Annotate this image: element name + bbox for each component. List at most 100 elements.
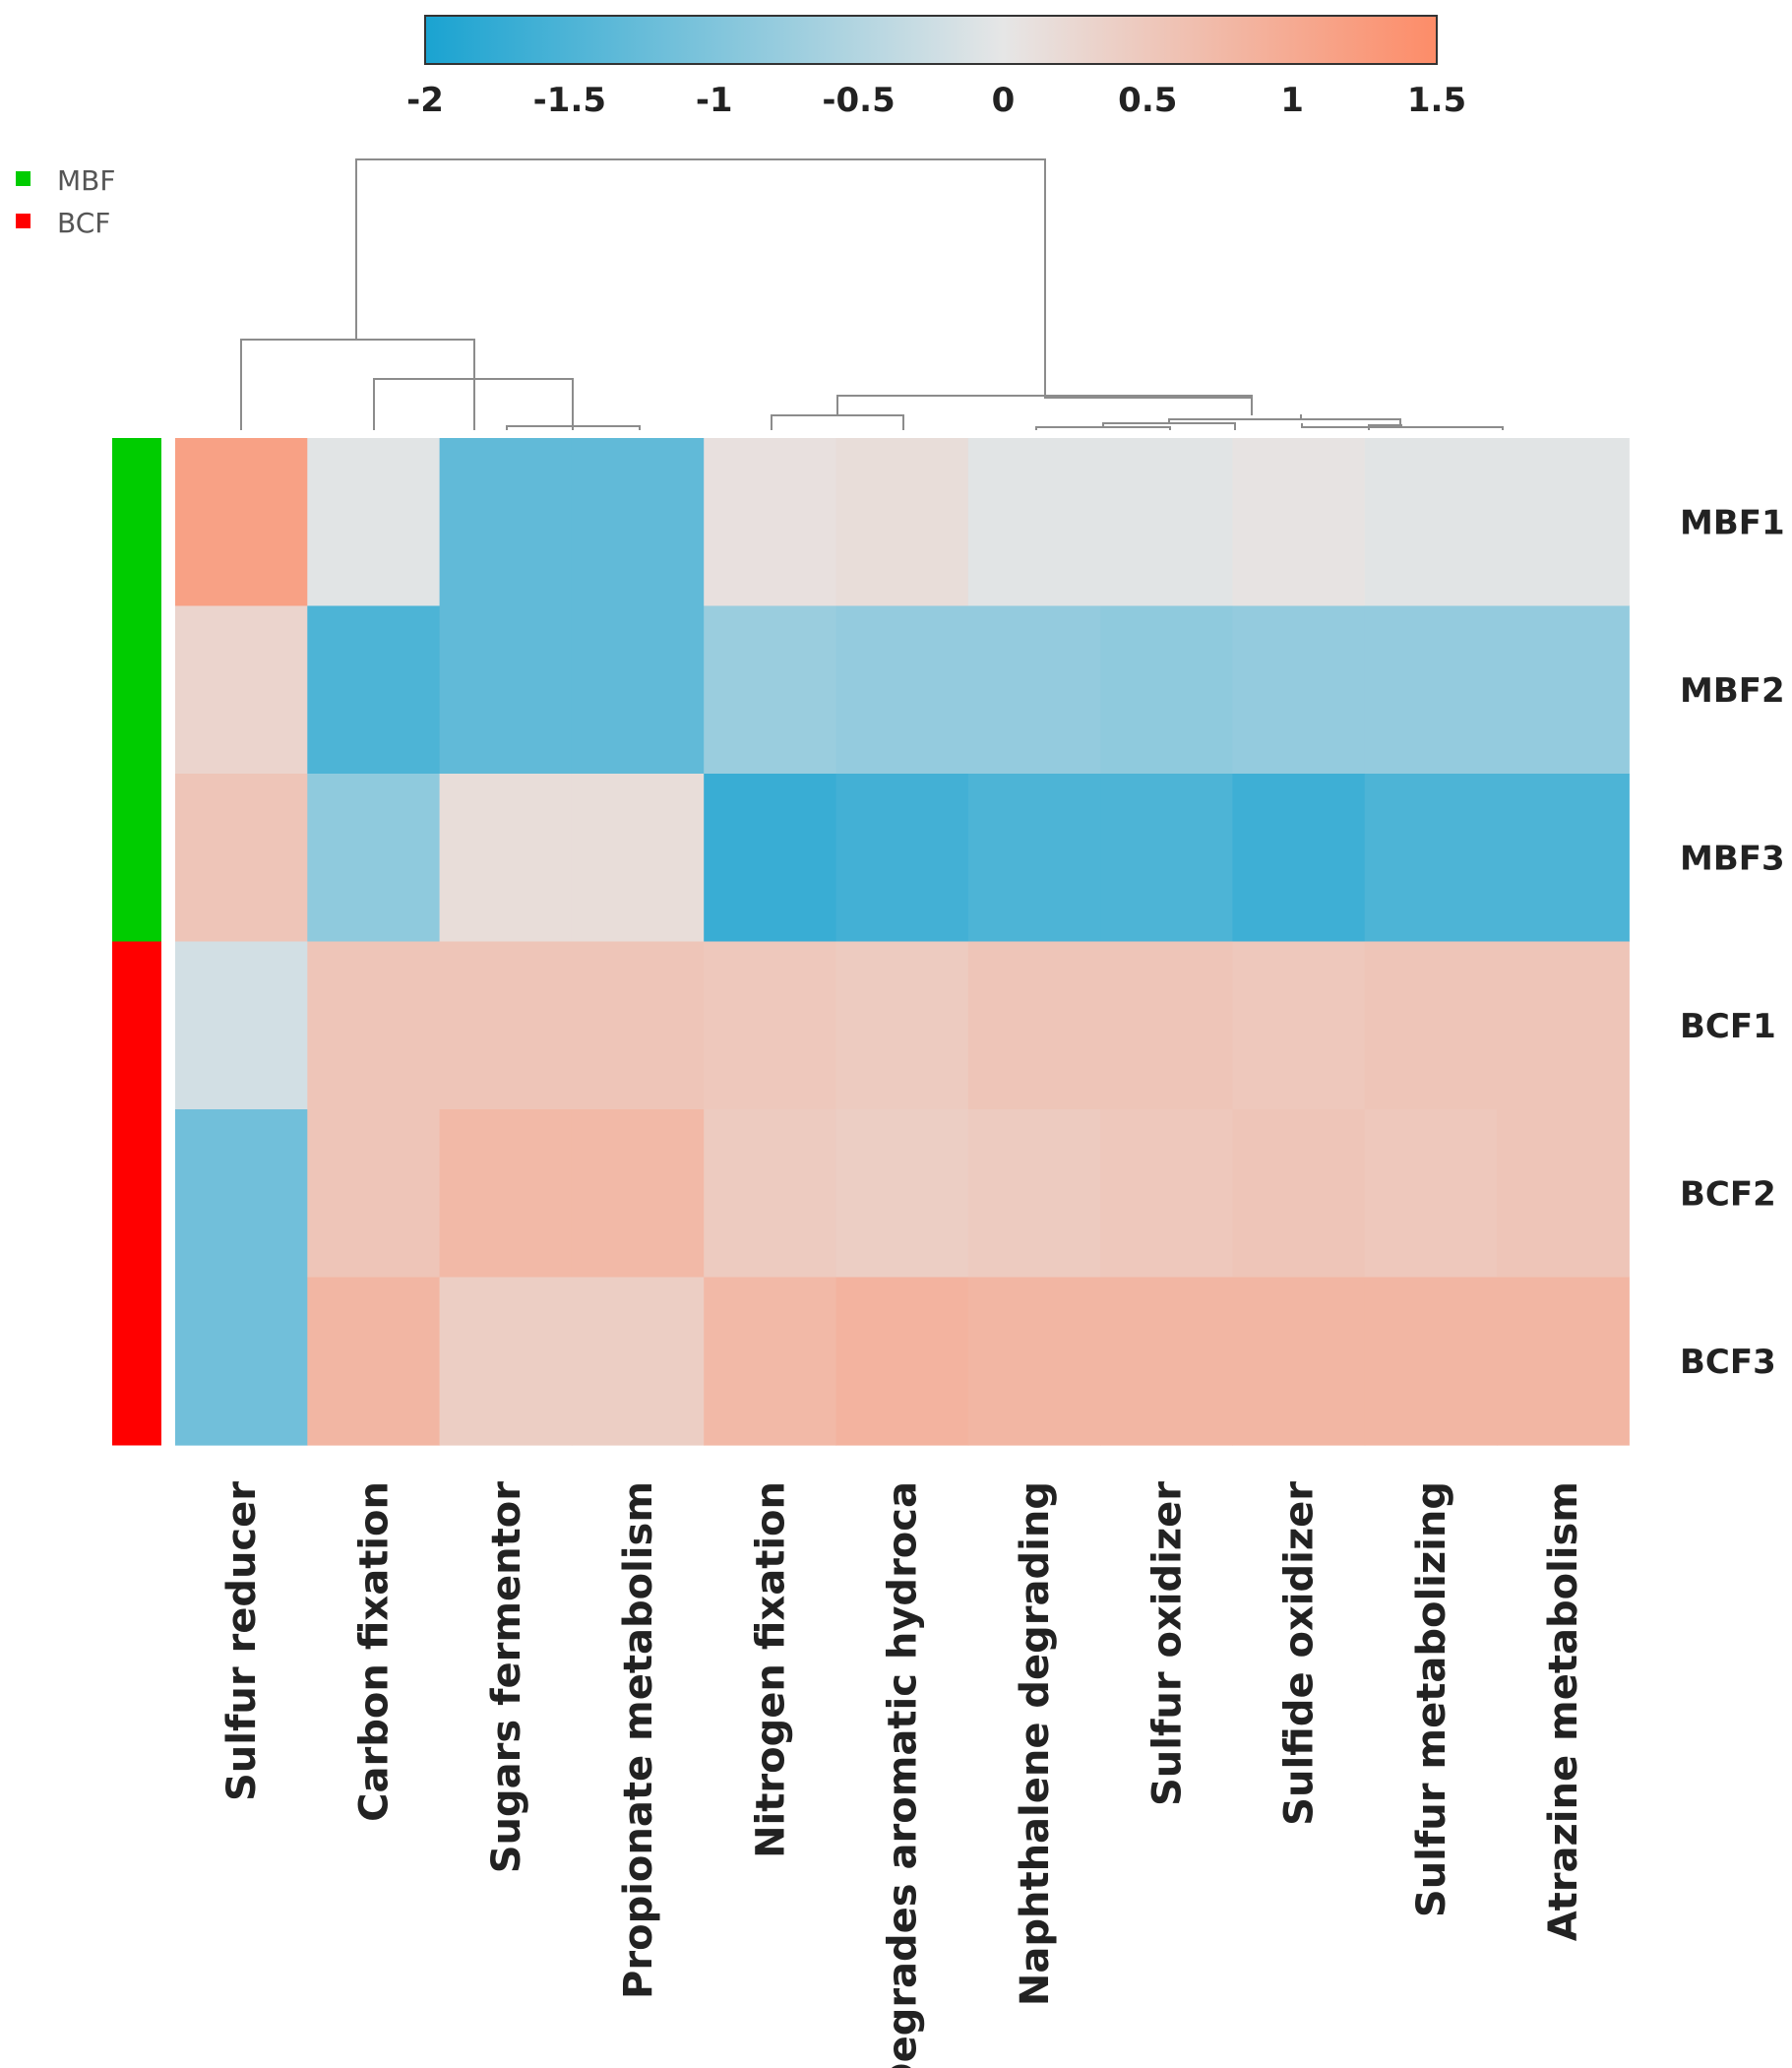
legend-swatch-bcf — [16, 214, 31, 228]
heatmap-cell — [1364, 941, 1498, 1110]
heatmap-cell — [439, 774, 573, 943]
heatmap-cell — [1100, 941, 1233, 1110]
column-label: Sugars fermentor — [484, 1481, 529, 1874]
heatmap-cell — [967, 1277, 1101, 1446]
column-label: Sulfur reducer — [219, 1481, 265, 1801]
heatmap-cell — [175, 605, 308, 775]
heatmap-cell — [175, 774, 308, 943]
heatmap-cells — [175, 438, 1630, 1446]
heatmap-cell — [439, 605, 573, 775]
heatmap-cell — [704, 438, 837, 607]
heatmap-cell — [835, 774, 969, 943]
heatmap-cell — [1100, 774, 1233, 943]
group-strip-cell — [112, 1277, 161, 1446]
heatmap-cell — [704, 1109, 837, 1279]
heatmap-cell — [175, 1109, 308, 1279]
color-scale-tick-label: -1 — [696, 81, 733, 120]
color-scale-tick-label: 0.5 — [1118, 81, 1177, 120]
heatmap-cell — [307, 438, 441, 607]
heatmap-cell — [1497, 1109, 1630, 1279]
group-color-strip — [112, 438, 161, 1446]
heatmap-cell — [1364, 1109, 1498, 1279]
color-scale-tick-label: 1 — [1280, 81, 1304, 120]
column-label: Sulfur oxidizer — [1144, 1481, 1190, 1806]
heatmap-cell — [704, 605, 837, 775]
column-label: Carbon fixation — [351, 1481, 397, 1822]
heatmap-cell — [1497, 1277, 1630, 1446]
heatmap-cell — [1364, 774, 1498, 943]
heatmap-cell — [704, 774, 837, 943]
row-label: BCF2 — [1680, 1174, 1776, 1214]
heatmap-cell — [307, 1109, 441, 1279]
color-scale-tick-label: 1.5 — [1407, 81, 1466, 120]
heatmap-cell — [967, 941, 1101, 1110]
heatmap-cell — [1232, 1277, 1366, 1446]
row-label: MBF3 — [1680, 839, 1785, 878]
color-scale-bar: -2 -1.5 -1 -0.5 0 0.5 1 1.5 — [406, 15, 1466, 120]
group-legend: MBF BCF — [16, 164, 115, 239]
heatmap-cell — [1364, 438, 1498, 607]
column-label: Sulfide oxidizer — [1277, 1481, 1323, 1826]
heatmap-cell — [967, 774, 1101, 943]
column-label: Degrades aromatic hydroca — [881, 1481, 926, 2068]
heatmap-cell — [835, 941, 969, 1110]
heatmap-cell — [1232, 774, 1366, 943]
heatmap-cell — [1100, 1277, 1233, 1446]
heatmap-cell — [1364, 605, 1498, 775]
group-strip-cell — [112, 438, 161, 606]
legend-label-mbf: MBF — [57, 164, 115, 197]
heatmap-cell — [439, 941, 573, 1110]
heatmap-cell — [571, 1109, 705, 1279]
heatmap-cell — [835, 1277, 969, 1446]
heatmap-cell — [1100, 1109, 1233, 1279]
heatmap-cell — [1232, 605, 1366, 775]
row-label: BCF3 — [1680, 1343, 1776, 1382]
row-labels: MBF1 MBF2 MBF3 BCF1 BCF2 BCF3 — [1680, 503, 1785, 1382]
heatmap-cell — [1497, 438, 1630, 607]
row-label: BCF1 — [1680, 1007, 1776, 1046]
heatmap-cell — [439, 1277, 573, 1446]
heatmap-cell — [1232, 438, 1366, 607]
heatmap-cell — [1497, 605, 1630, 775]
heatmap-cell — [307, 1277, 441, 1446]
heatmap-cell — [307, 774, 441, 943]
heatmap-cell — [1364, 1277, 1498, 1446]
heatmap-cell — [704, 941, 837, 1110]
legend-label-bcf: BCF — [57, 207, 110, 239]
heatmap-cell — [307, 941, 441, 1110]
heatmap-cell — [439, 438, 573, 607]
color-scale-tick-label: 0 — [992, 81, 1016, 120]
heatmap-cell — [835, 438, 969, 607]
row-label: MBF1 — [1680, 503, 1785, 542]
heatmap-cell — [175, 1277, 308, 1446]
heatmap-cell — [1100, 438, 1233, 607]
column-label: Naphthalene degrading — [1013, 1481, 1058, 2006]
color-scale-tick-label: -2 — [406, 81, 444, 120]
column-label: Nitrogen fixation — [748, 1481, 793, 1858]
heatmap-cell — [175, 438, 308, 607]
group-strip-cell — [112, 605, 161, 775]
heatmap-cell — [835, 1109, 969, 1279]
color-scale-ticks: -2 -1.5 -1 -0.5 0 0.5 1 1.5 — [406, 81, 1466, 120]
group-strip-cell — [112, 1109, 161, 1278]
color-scale-tick-label: -1.5 — [533, 81, 606, 120]
heatmap-cell — [571, 1277, 705, 1446]
column-labels: Sulfur reducer Carbon fixation Sugars ferm… — [219, 1481, 1586, 2068]
legend-swatch-mbf — [16, 171, 31, 186]
heatmap-cell — [307, 605, 441, 775]
heatmap-cell — [439, 1109, 573, 1279]
heatmap-cell — [1232, 1109, 1366, 1279]
heatmap-cell — [1232, 941, 1366, 1110]
heatmap-cell — [571, 605, 705, 775]
row-label: MBF2 — [1680, 671, 1785, 711]
heatmap-cell — [571, 774, 705, 943]
heatmap-cell — [571, 438, 705, 607]
column-dendrogram — [240, 158, 1504, 430]
heatmap-cell — [1100, 605, 1233, 775]
heatmap-cell — [967, 605, 1101, 775]
heatmap-cell — [704, 1277, 837, 1446]
heatmap-cell — [835, 605, 969, 775]
heatmap-cell — [175, 941, 308, 1110]
heatmap-cell — [967, 438, 1101, 607]
